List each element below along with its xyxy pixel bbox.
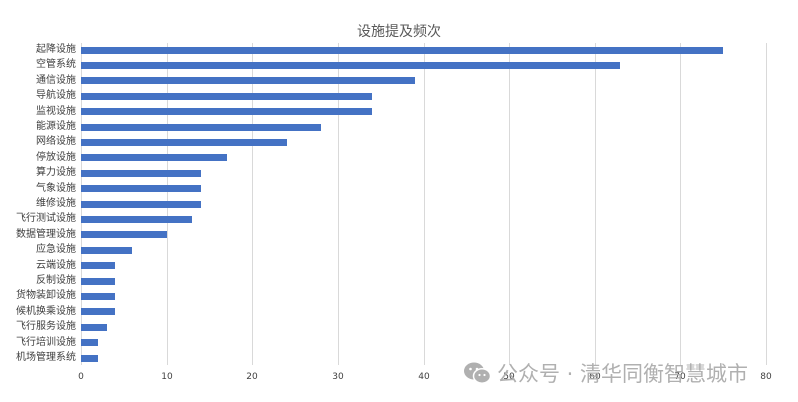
category-label: 飞行培训设施 [16,337,76,348]
bar [81,262,115,269]
category-label: 停放设施 [36,152,76,163]
category-label: 算力设施 [36,167,76,178]
bar [81,124,321,131]
bar [81,47,723,54]
category-label: 起降设施 [36,44,76,55]
bar [81,170,201,177]
category-label: 能源设施 [36,121,76,132]
category-label: 机场管理系统 [16,352,76,363]
bar [81,247,132,254]
category-label: 导航设施 [36,90,76,101]
bar [81,324,107,331]
x-tick-label: 40 [418,372,430,382]
watermark-text: 公众号 · 清华同衡智慧城市 [497,362,749,386]
x-tick-label: 50 [503,372,515,382]
wechat-icon [463,361,492,385]
bar [81,185,201,192]
x-tick-label: 60 [589,372,601,382]
bar [81,308,115,315]
category-label: 飞行服务设施 [16,321,76,332]
category-label: 货物装卸设施 [16,290,76,301]
bar [81,77,415,84]
category-label: 空管系统 [36,59,76,70]
bar [81,278,115,285]
bar [81,139,287,146]
category-label: 维修设施 [36,198,76,209]
bar [81,293,115,300]
gridline [509,43,510,365]
category-label: 候机换乘设施 [16,306,76,317]
chart-title: 设施提及频次 [357,24,441,40]
gridline [595,43,596,365]
watermark: 公众号 · 清华同衡智慧城市 [463,358,748,388]
x-tick-label: 80 [760,372,772,382]
category-label: 气象设施 [36,183,76,194]
x-tick-label: 20 [246,372,258,382]
category-label: 监视设施 [36,106,76,117]
category-label: 通信设施 [36,75,76,86]
bar [81,201,201,208]
bar [81,216,192,223]
bar [81,93,372,100]
category-label: 网络设施 [36,136,76,147]
x-tick-label: 30 [332,372,344,382]
x-tick-label: 70 [674,372,686,382]
bar [81,355,98,362]
gridline [766,43,767,365]
gridline [680,43,681,365]
category-label: 云端设施 [36,260,76,271]
bar [81,154,227,161]
category-label: 飞行测试设施 [16,213,76,224]
category-label: 反制设施 [36,275,76,286]
bar [81,231,167,238]
category-label: 数据管理设施 [16,229,76,240]
category-label: 应急设施 [36,244,76,255]
gridline [338,43,339,365]
x-tick-label: 0 [78,372,84,382]
bar [81,108,372,115]
x-tick-label: 10 [161,372,173,382]
gridline [424,43,425,365]
bar [81,62,620,69]
gridline [252,43,253,365]
bar [81,339,98,346]
